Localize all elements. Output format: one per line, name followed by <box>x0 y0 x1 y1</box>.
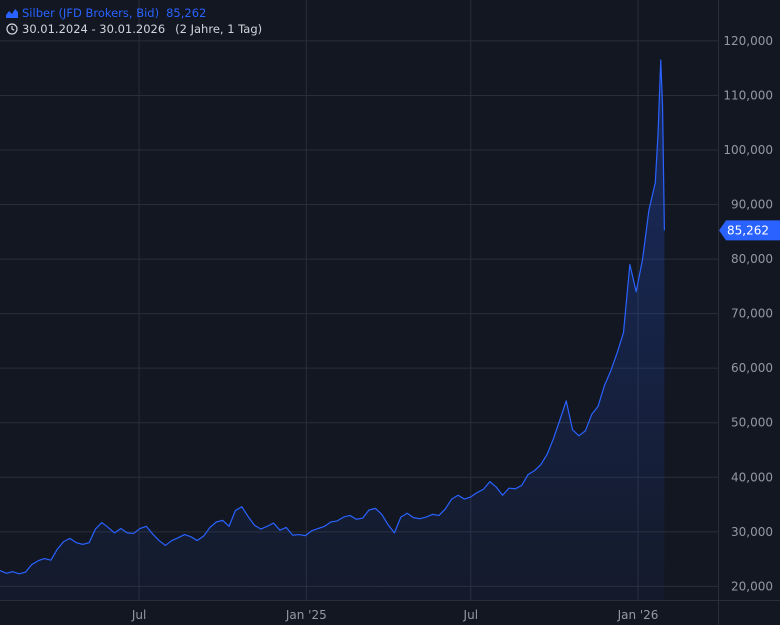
y-tick-label: 70,000 <box>731 307 773 321</box>
legend-series-row[interactable]: Silber (JFD Brokers, Bid) 85,262 <box>6 5 262 21</box>
series-last-value: 85,262 <box>166 6 207 20</box>
time-axis[interactable]: Jul Jan '25 Jul Jan '26 <box>131 608 659 622</box>
x-tick-label: Jan '26 <box>617 608 659 622</box>
last-price-tag-bg <box>719 220 780 241</box>
y-tick-label: 30,000 <box>731 525 773 539</box>
y-tick-label: 80,000 <box>731 252 773 266</box>
last-price-tag: 85,262 <box>719 220 780 241</box>
y-tick-label: 110,000 <box>723 88 773 102</box>
y-tick-label: 100,000 <box>723 143 773 157</box>
y-tick-label: 60,000 <box>731 361 773 375</box>
x-tick-label: Jul <box>463 608 478 622</box>
price-line <box>0 59 665 575</box>
legend-range-row[interactable]: 30.01.2024 - 30.01.2026 (2 Jahre, 1 Tag) <box>6 21 262 37</box>
range-span: (2 Jahre, 1 Tag) <box>175 22 263 36</box>
clock-icon <box>6 23 18 35</box>
y-tick-label: 40,000 <box>731 470 773 484</box>
last-price-tag-label: 85,262 <box>727 223 769 237</box>
series-name: Silber (JFD Brokers, Bid) <box>22 6 160 20</box>
y-tick-label: 90,000 <box>731 198 773 212</box>
price-area <box>0 60 665 600</box>
y-tick-label: 20,000 <box>731 579 773 593</box>
x-tick-label: Jul <box>131 608 146 622</box>
legend: Silber (JFD Brokers, Bid) 85,262 30.01.2… <box>6 5 262 37</box>
date-range: 30.01.2024 - 30.01.2026 <box>22 22 166 36</box>
y-tick-label: 50,000 <box>731 416 773 430</box>
area-chart-icon <box>6 9 18 18</box>
y-tick-label: 120,000 <box>723 34 773 48</box>
x-tick-label: Jan '25 <box>285 608 327 622</box>
price-axis[interactable]: 20,000 30,000 40,000 50,000 60,000 70,000 80,0… <box>723 34 773 593</box>
